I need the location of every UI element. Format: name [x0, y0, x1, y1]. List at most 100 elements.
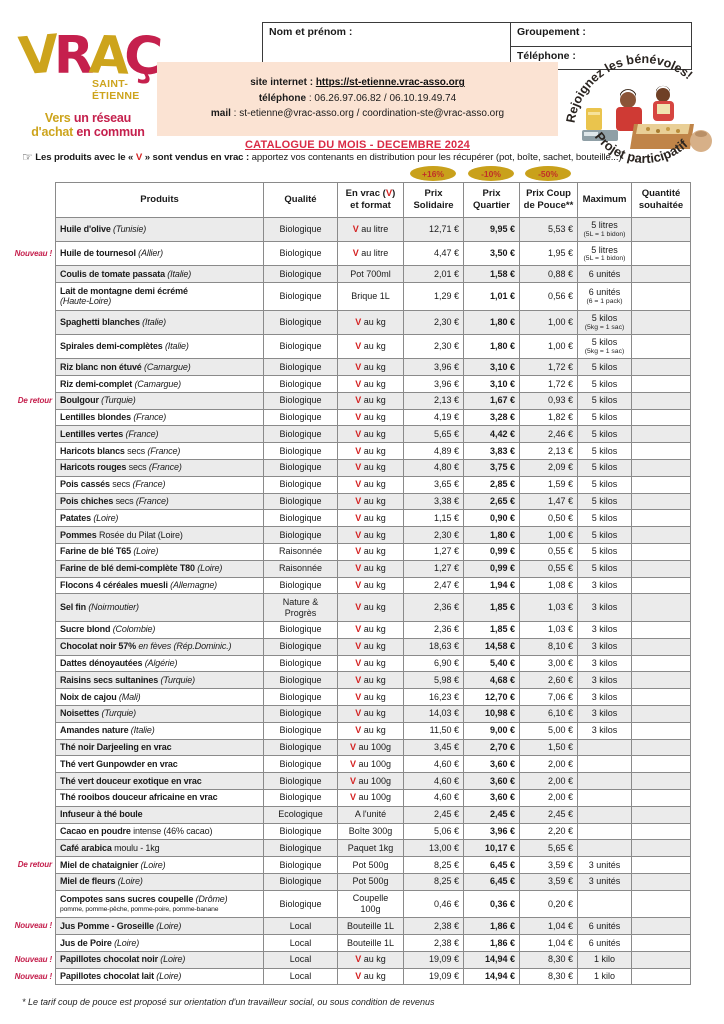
- product-origin: (Turquie): [99, 708, 137, 719]
- product-name: Farine de blé demi-complète T80: [60, 563, 195, 574]
- phone-field[interactable]: Téléphone :: [517, 49, 576, 62]
- margin-tag: Nouveau !: [14, 248, 52, 258]
- quantity-input-cell[interactable]: [631, 688, 691, 706]
- quantity-input-cell[interactable]: [631, 542, 691, 561]
- format-cell: V au kg: [337, 671, 404, 690]
- quantity-input-cell[interactable]: [631, 282, 691, 311]
- price-pouce-cell: 2,00 €: [519, 755, 578, 774]
- quantity-input-cell[interactable]: [631, 309, 691, 335]
- price-solidaire-cell: 2,38 €: [403, 917, 464, 936]
- quantity-input-cell[interactable]: [631, 576, 691, 595]
- v-symbol: V: [352, 248, 359, 259]
- logo-letter: A: [87, 25, 126, 87]
- format-cell: V au kg: [337, 576, 404, 595]
- vrac-logo: VRAÇ SAINT- ÉTIENNE Vers un réseau d'ach…: [14, 25, 162, 140]
- quality-cell: Biologique: [263, 620, 338, 639]
- quantity-input-cell[interactable]: [631, 856, 691, 874]
- website-link[interactable]: https://st-etienne.vrac-asso.org: [315, 77, 465, 89]
- quantity-input-cell[interactable]: [631, 442, 691, 460]
- quantity-input-cell[interactable]: [631, 241, 691, 267]
- quantity-input-cell[interactable]: [631, 934, 691, 952]
- product-name: Flocons 4 céréales muesli: [60, 580, 168, 591]
- price-quartier-cell: 3,10 €: [463, 375, 520, 393]
- quantity-input-cell[interactable]: [631, 408, 691, 427]
- discount-badge-quartier: -10%: [468, 166, 514, 181]
- table-row: Nouveau ! Papillotes chocolat lait (Loire…: [15, 967, 691, 986]
- product-origin: (Drôme): [193, 894, 228, 905]
- maximum-cell: 6 unités: [577, 265, 632, 284]
- quantity-input-cell[interactable]: [631, 788, 691, 807]
- quantity-input-cell[interactable]: [631, 805, 691, 824]
- quantity-input-cell[interactable]: [631, 721, 691, 740]
- price-quartier-cell: 1,67 €: [463, 391, 520, 410]
- price-quartier-cell: 4,42 €: [463, 425, 520, 444]
- catalogue-table-body: Huile d'olive (Tunisie) Biologique V au li…: [15, 216, 691, 986]
- table-row: Thé vert douceur exotique en vrac Biologi…: [55, 772, 691, 790]
- quantity-input-cell[interactable]: [631, 492, 691, 511]
- table-row: Pois cassés secs (France) Biologique V au …: [55, 475, 691, 494]
- quantity-input-cell[interactable]: [631, 425, 691, 444]
- format-cell: V au kg: [337, 967, 404, 986]
- quantity-input-cell[interactable]: [631, 889, 691, 919]
- quantity-input-cell[interactable]: [631, 950, 691, 969]
- quantity-input-cell[interactable]: [631, 458, 691, 477]
- price-pouce-cell: 1,00 €: [519, 309, 578, 335]
- quantity-input-cell[interactable]: [631, 475, 691, 494]
- quantity-input-cell[interactable]: [631, 593, 691, 622]
- quantity-input-cell[interactable]: [631, 671, 691, 690]
- quantity-input-cell[interactable]: [631, 375, 691, 393]
- quantity-input-cell[interactable]: [631, 216, 691, 243]
- product-origin: (Loire): [111, 937, 140, 948]
- quantity-input-cell[interactable]: [631, 967, 691, 986]
- price-solidaire-cell: 3,96 €: [403, 358, 464, 376]
- product-name: Thé noir Darjeeling en vrac: [60, 742, 172, 753]
- quantity-input-cell[interactable]: [631, 917, 691, 936]
- quantity-input-cell[interactable]: [631, 637, 691, 656]
- quantity-input-cell[interactable]: [631, 333, 691, 360]
- price-quartier-cell: 1,80 €: [463, 309, 520, 335]
- price-quartier-cell: 3,28 €: [463, 408, 520, 427]
- product-name: Haricots blancs: [60, 445, 125, 456]
- format-cell: V au kg: [337, 704, 404, 723]
- v-symbol: V: [355, 479, 362, 490]
- name-field[interactable]: Nom et prénom :: [263, 23, 511, 69]
- group-field[interactable]: Groupement :: [511, 23, 691, 47]
- col-header-qualite: Qualité: [263, 182, 338, 218]
- contact-mail-line: mail : st-etienne@vrac-asso.org / coordi…: [210, 108, 505, 120]
- quantity-input-cell[interactable]: [631, 755, 691, 774]
- product-name: Thé vert Gunpowder en vrac: [60, 758, 178, 769]
- v-symbol: V: [349, 792, 356, 803]
- quantity-input-cell[interactable]: [631, 772, 691, 790]
- format-cell: V au kg: [337, 391, 404, 410]
- quality-cell: Biologique: [263, 282, 338, 311]
- quantity-input-cell[interactable]: [631, 265, 691, 284]
- quantity-input-cell[interactable]: [631, 358, 691, 376]
- quantity-input-cell[interactable]: [631, 872, 691, 891]
- product-cell: Café arabica moulu - 1kg: [55, 839, 264, 858]
- quantity-input-cell[interactable]: [631, 822, 691, 841]
- price-pouce-cell: 2,20 €: [519, 822, 578, 841]
- sack-shape: [690, 130, 712, 152]
- quantity-input-cell[interactable]: [631, 839, 691, 858]
- table-row: Sel fin (Noirmoutier) Nature & Progrès V a…: [55, 593, 691, 622]
- price-quartier-cell: 12,70 €: [463, 688, 520, 706]
- quantity-input-cell[interactable]: [631, 391, 691, 410]
- price-pouce-cell: 0,50 €: [519, 509, 578, 528]
- v-symbol: V: [352, 223, 359, 234]
- table-row: Thé rooibos douceur africaine en vrac Bio…: [55, 788, 691, 807]
- v-symbol: V: [355, 708, 362, 719]
- quantity-input-cell[interactable]: [631, 654, 691, 673]
- format-cell: Brique 1L: [337, 282, 404, 311]
- quantity-input-cell[interactable]: [631, 704, 691, 723]
- price-pouce-cell: 2,60 €: [519, 671, 578, 690]
- price-pouce-cell: 5,65 €: [519, 839, 578, 858]
- quantity-input-cell[interactable]: [631, 559, 691, 578]
- product-origin: (Camargue): [141, 361, 191, 372]
- quantity-input-cell[interactable]: [631, 620, 691, 639]
- quantity-input-cell[interactable]: [631, 526, 691, 544]
- quantity-input-cell[interactable]: [631, 509, 691, 528]
- format-cell: V au litre: [337, 216, 404, 243]
- product-name: Miel de chataignier: [60, 859, 139, 870]
- quantity-input-cell[interactable]: [631, 738, 691, 757]
